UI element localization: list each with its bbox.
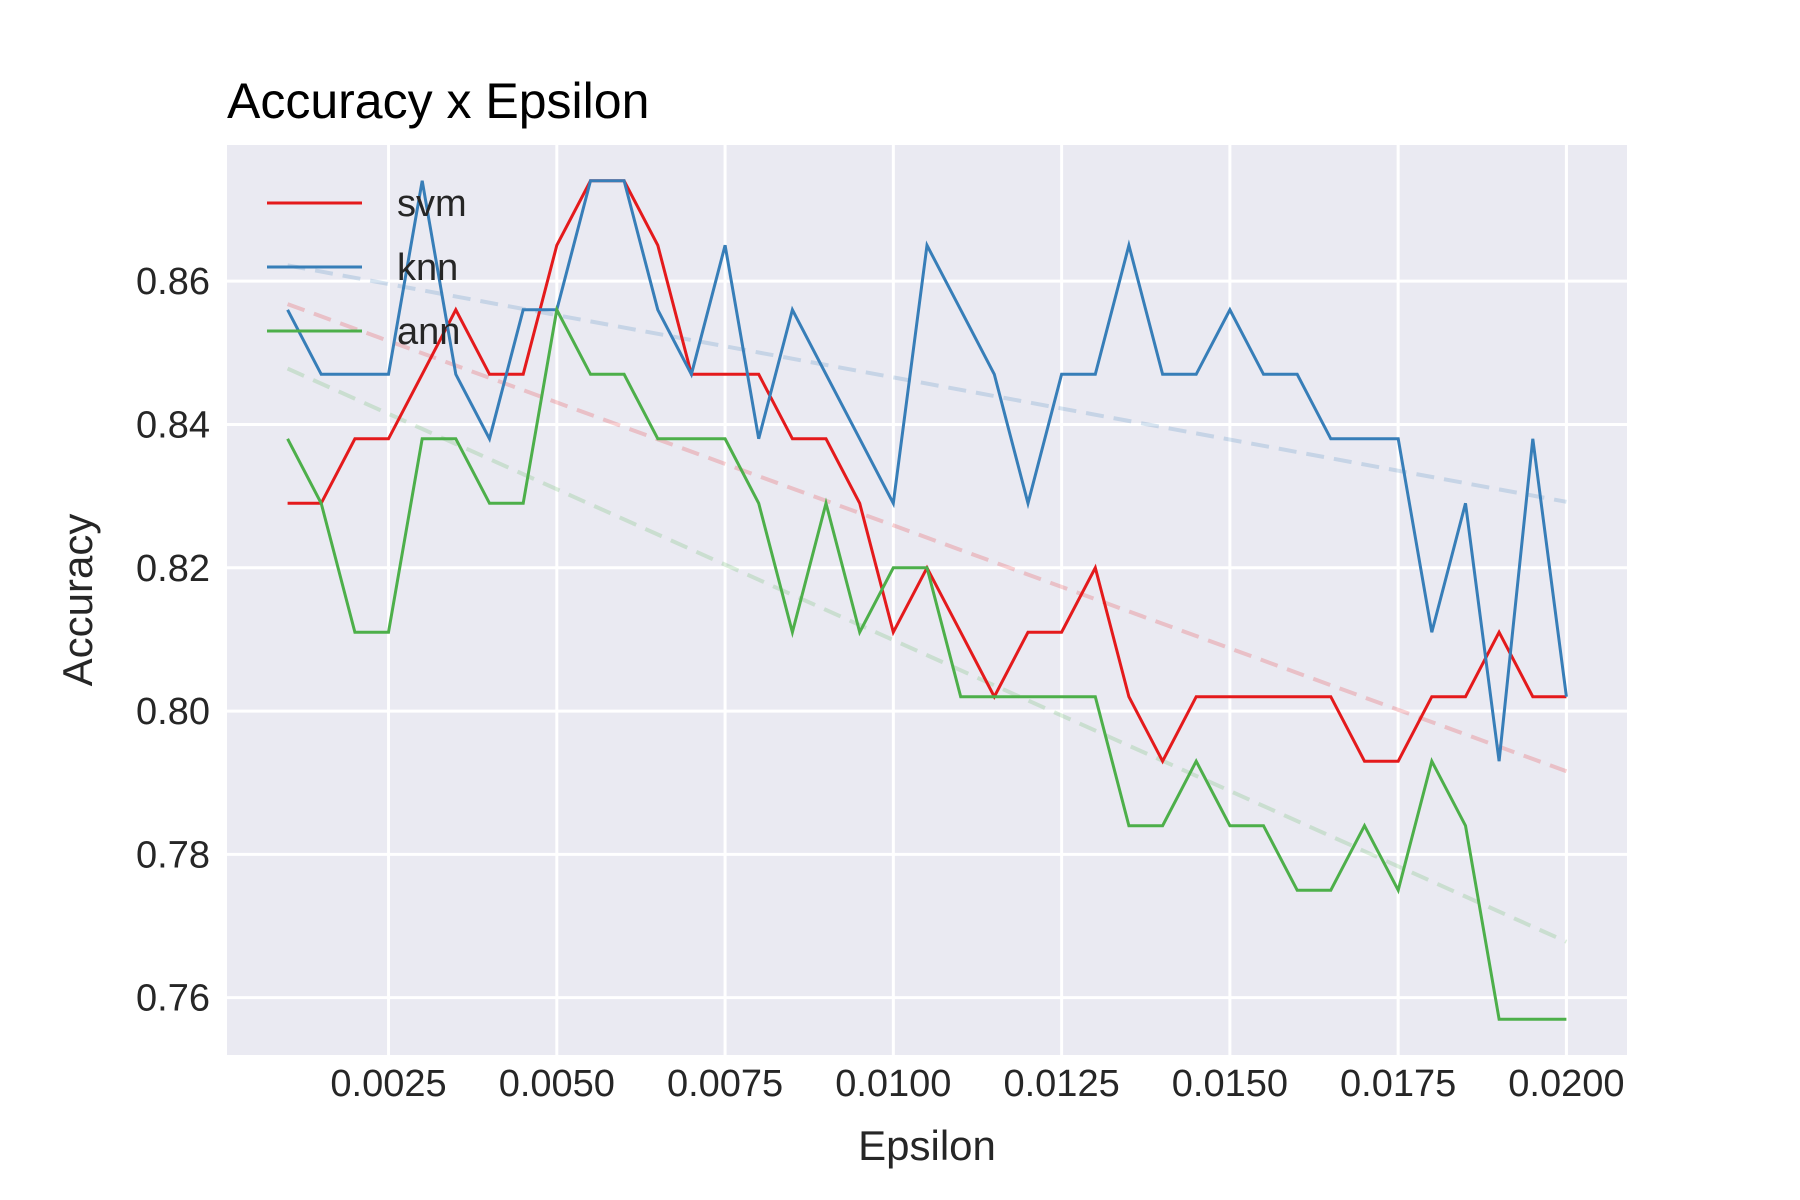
x-axis-label: Epsilon <box>858 1122 996 1169</box>
y-tick-label: 0.80 <box>136 691 210 733</box>
y-tick-label: 0.82 <box>136 548 210 590</box>
trend-lines <box>286 263 1568 944</box>
x-axis-ticks: 0.0025 0.0050 0.0075 0.0100 0.0125 0.0150 0.01… <box>330 1063 1624 1105</box>
trend-line-ann <box>286 366 1568 944</box>
series-line-ann <box>286 305 1567 1021</box>
y-tick-label: 0.84 <box>136 404 210 446</box>
x-tick-label: 0.0100 <box>835 1063 951 1105</box>
x-tick-label: 0.0025 <box>330 1063 446 1105</box>
x-tick-label: 0.0175 <box>1340 1063 1456 1105</box>
x-tick-label: 0.0125 <box>1003 1063 1119 1105</box>
x-tick-label: 0.0050 <box>499 1063 615 1105</box>
legend-label-knn: knn <box>397 247 458 289</box>
y-tick-label: 0.78 <box>136 834 210 876</box>
trend-line-knn <box>287 263 1567 504</box>
x-tick-label: 0.0075 <box>667 1063 783 1105</box>
series-line-knn <box>286 179 1568 762</box>
trend-line-svm <box>286 302 1568 774</box>
x-tick-label: 0.0200 <box>1508 1063 1624 1105</box>
plot-area <box>227 145 1627 1055</box>
legend-label-ann: ann <box>397 311 460 353</box>
y-axis-label: Accuracy <box>54 514 101 687</box>
chart-title: Accuracy x Epsilon <box>227 73 649 129</box>
legend-label-svm: svm <box>397 183 467 225</box>
x-tick-label: 0.0150 <box>1172 1063 1288 1105</box>
series-lines <box>286 179 1568 1021</box>
legend: svm knn ann <box>267 183 467 353</box>
y-tick-label: 0.76 <box>136 978 210 1020</box>
y-axis-ticks: 0.76 0.78 0.80 0.82 0.84 0.86 <box>136 261 210 1020</box>
y-tick-label: 0.86 <box>136 261 210 303</box>
